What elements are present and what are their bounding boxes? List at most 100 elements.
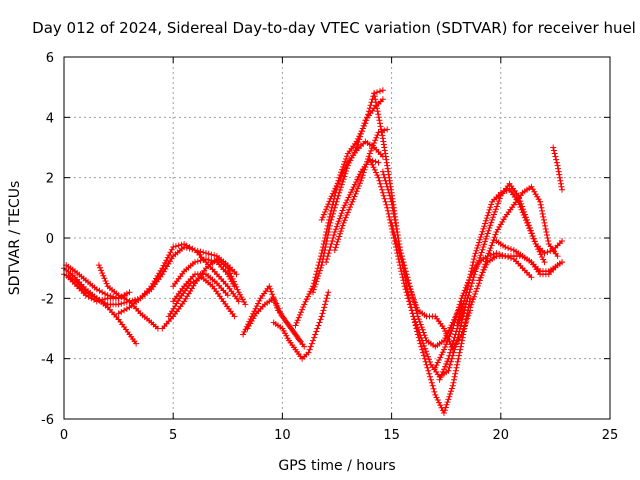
data-point-marker [325,289,332,296]
data-point-marker [363,161,370,168]
series-line [382,171,463,348]
data-point-marker [450,337,457,344]
data-point-marker [341,173,348,180]
data-point-marker [378,183,385,190]
data-point-marker [100,272,107,279]
data-point-marker [311,334,318,341]
data-point-marker [121,307,128,314]
data-point-marker [407,285,413,292]
data-point-marker [346,191,353,198]
data-point-marker [381,174,388,181]
data-point-marker [454,358,461,365]
data-point-marker [458,305,465,312]
data-point-marker [358,130,364,137]
data-point-marker [336,189,343,196]
data-point-marker [483,255,490,262]
data-point-marker [526,225,533,232]
data-point-marker [460,326,467,333]
data-point-marker [373,134,380,141]
data-point-marker [103,280,110,287]
data-point-marker [326,226,333,232]
data-point-marker [464,286,471,293]
data-point-marker [493,203,500,210]
data-point-marker [343,212,350,218]
data-point-marker [129,297,136,304]
data-point-marker [334,220,341,227]
data-point-marker [211,258,218,265]
data-point-marker [409,291,415,298]
series-line [312,98,384,293]
data-point-marker [325,250,332,257]
data-point-marker [337,187,344,193]
data-point-marker [324,203,331,210]
data-point-marker [457,343,464,350]
data-point-marker [476,254,483,261]
data-point-marker [381,195,388,202]
data-point-marker [473,288,479,295]
data-point-marker [417,321,424,328]
data-point-marker [451,376,457,383]
data-point-marker [385,186,392,193]
data-point-marker [340,176,347,183]
data-point-marker [274,303,281,310]
data-point-marker [470,296,477,303]
data-point-marker [477,234,484,241]
data-point-marker [451,334,458,341]
data-point-marker [335,236,342,243]
data-point-marker [431,388,438,395]
data-point-marker [446,327,452,334]
data-point-marker [320,307,327,314]
series-line [294,89,384,326]
data-point-marker [338,210,345,217]
data-point-marker [531,188,538,195]
data-point-marker [469,299,476,305]
data-point-marker [412,302,419,308]
data-point-marker [530,235,537,242]
data-point-marker [429,382,436,389]
data-point-marker [367,147,374,154]
data-point-marker [336,177,343,184]
data-point-marker [446,352,453,359]
data-point-marker [454,310,461,317]
data-point-marker [476,236,483,243]
data-point-marker [326,247,333,254]
data-point-marker [458,331,465,338]
data-point-marker [445,396,452,403]
data-point-marker [93,298,100,305]
data-point-marker [473,247,480,254]
data-point-marker [550,144,557,151]
data-point-marker [486,206,493,213]
data-point-marker [326,222,333,229]
data-point-marker [461,297,468,304]
data-point-marker [102,278,109,284]
data-point-marker [414,313,421,320]
data-point-marker [354,141,361,148]
data-point-marker [402,271,409,278]
data-point-marker [321,304,328,311]
data-point-marker [97,264,103,271]
data-point-marker [200,249,207,256]
data-point-marker [476,257,482,264]
series-line [438,182,546,381]
data-point-marker [496,195,503,202]
data-point-marker [327,195,334,202]
data-point-marker [553,156,560,163]
data-point-marker [462,301,469,308]
data-point-marker [463,289,470,296]
data-point-marker [450,379,457,386]
data-point-marker [336,215,343,222]
x-tick-label: 15 [383,428,400,443]
data-point-marker [451,373,458,380]
data-point-marker [377,180,384,187]
x-tick-label: 10 [274,428,291,443]
data-point-marker [384,183,391,190]
data-point-marker [256,297,263,304]
data-point-marker [537,251,544,258]
data-point-marker [343,155,349,162]
data-point-marker [559,259,565,266]
data-point-marker [234,286,241,293]
series-track-25 [454,186,565,326]
data-point-marker [242,301,249,308]
data-point-marker [172,243,179,250]
data-point-marker [392,235,399,241]
